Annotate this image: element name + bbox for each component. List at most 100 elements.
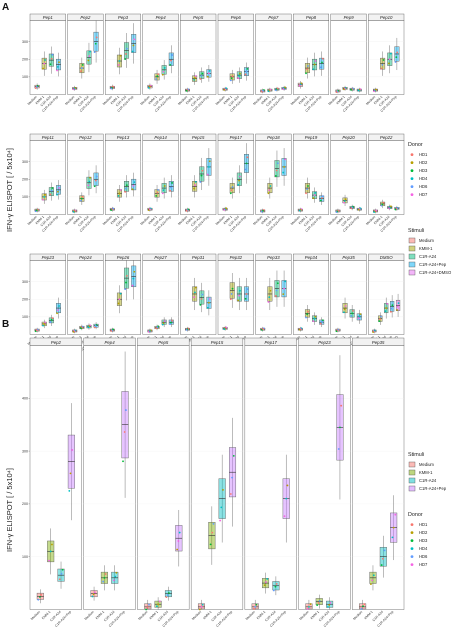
x-tick-label: KMM-1 xyxy=(185,335,195,345)
donor-point xyxy=(58,186,60,189)
legend-swatch xyxy=(410,539,414,542)
donor-point xyxy=(391,304,394,307)
facet-strip-label: DMSO xyxy=(380,255,394,260)
legend-item-hd2: HD2 xyxy=(410,530,428,535)
donor-point xyxy=(255,603,258,606)
donor-point xyxy=(352,309,354,312)
donor-point xyxy=(145,608,148,611)
y-axis-title-a: IFN-γ ELISPOT [ / 5x10⁴] xyxy=(5,148,14,232)
donor-point xyxy=(185,329,188,331)
box-kmm-1 xyxy=(267,277,273,311)
donor-point xyxy=(359,313,362,315)
donor-point xyxy=(307,65,309,67)
box-c1r-a24-pep xyxy=(93,20,99,63)
donor-point xyxy=(171,182,174,184)
donor-point xyxy=(201,293,204,296)
donor-point xyxy=(167,592,170,594)
box-kmm-1 xyxy=(304,304,310,322)
x-tick-label: Medium xyxy=(64,215,75,226)
donor-point xyxy=(284,158,287,161)
legend-item-hd4: HD4 xyxy=(410,546,428,551)
box-kmm-1 xyxy=(79,324,85,331)
box-kmm-1 xyxy=(116,285,122,314)
donor-point xyxy=(283,166,285,168)
donor-point xyxy=(123,431,126,433)
box-c1r-a24 xyxy=(218,454,226,543)
facet-panel xyxy=(368,260,405,335)
facet-panel xyxy=(368,20,405,95)
legend-item-hd2: HD2 xyxy=(410,160,428,165)
donor-point xyxy=(237,77,240,80)
box-c1r-a24 xyxy=(236,277,242,311)
facet-panel xyxy=(142,140,179,215)
x-tick-label: KMM-1 xyxy=(335,215,345,225)
donor-point xyxy=(321,319,324,322)
facet-panel xyxy=(293,140,330,215)
donor-point xyxy=(92,593,95,596)
donor-point xyxy=(283,287,285,290)
donor-point xyxy=(118,60,121,62)
donor-point xyxy=(306,313,309,316)
donor-point xyxy=(146,606,149,609)
x-tick-label: KMM-1 xyxy=(35,215,45,225)
facet-strip-label: Pep15 xyxy=(211,340,224,345)
donor-point xyxy=(223,209,226,211)
box-c1r-a24-pep xyxy=(281,270,287,307)
donor-point xyxy=(57,190,59,193)
donor-point xyxy=(298,209,301,212)
donor-point xyxy=(200,605,203,608)
donor-point xyxy=(232,455,235,457)
donor-point xyxy=(344,305,347,307)
box-c1r-a24 xyxy=(326,597,334,610)
donor-point xyxy=(321,57,324,60)
facet-panel xyxy=(244,345,297,610)
box-c1r-a24 xyxy=(124,260,130,301)
box-c1r-a24-pep xyxy=(67,403,75,521)
legend-label: HD6 xyxy=(419,184,428,189)
facet-panel xyxy=(29,140,66,215)
donor-point xyxy=(231,186,234,188)
facet-panel xyxy=(352,345,405,610)
facet-panel xyxy=(83,345,136,610)
donor-point xyxy=(162,189,165,192)
x-tick-label: Medium xyxy=(252,95,263,106)
facet-strip-label: Pep22 xyxy=(380,135,393,140)
donor-point xyxy=(370,583,372,585)
donor-point xyxy=(211,531,214,534)
donor-point xyxy=(176,548,179,551)
donor-point xyxy=(239,72,241,75)
facet-panel xyxy=(255,20,292,95)
y-tick-label: 300 xyxy=(22,160,28,164)
facet-panel xyxy=(217,140,254,215)
box-c1r-a24-pep xyxy=(168,317,174,328)
legend-item-c1r-a24: C1R-A24 xyxy=(408,477,437,484)
box-extra xyxy=(395,293,401,317)
facet-panel xyxy=(217,20,254,95)
donor-point xyxy=(199,303,202,306)
x-tick-label: Medium xyxy=(328,95,339,106)
box-medium xyxy=(72,328,78,334)
donor-point xyxy=(276,87,279,90)
donor-point xyxy=(282,293,285,296)
donor-point xyxy=(81,195,84,198)
donor-point xyxy=(230,189,233,192)
donor-point xyxy=(229,298,232,301)
donor-point xyxy=(357,317,360,320)
donor-point xyxy=(321,197,323,199)
donor-point xyxy=(313,63,316,66)
box-medium xyxy=(335,88,341,94)
x-tick-label: KMM-1 xyxy=(223,95,233,105)
donor-point xyxy=(158,600,161,603)
legend-swatch xyxy=(408,237,416,244)
box-medium xyxy=(109,327,115,333)
box-kmm-1 xyxy=(116,184,122,202)
facet-strip-label: Pep19 xyxy=(305,135,318,140)
box-c1r-a24 xyxy=(57,561,65,589)
box-c1r-a24-pep xyxy=(319,192,325,205)
x-tick-label: Medium xyxy=(27,215,38,226)
donor-point xyxy=(58,578,61,581)
legend-item-medium: Medium xyxy=(408,237,434,244)
